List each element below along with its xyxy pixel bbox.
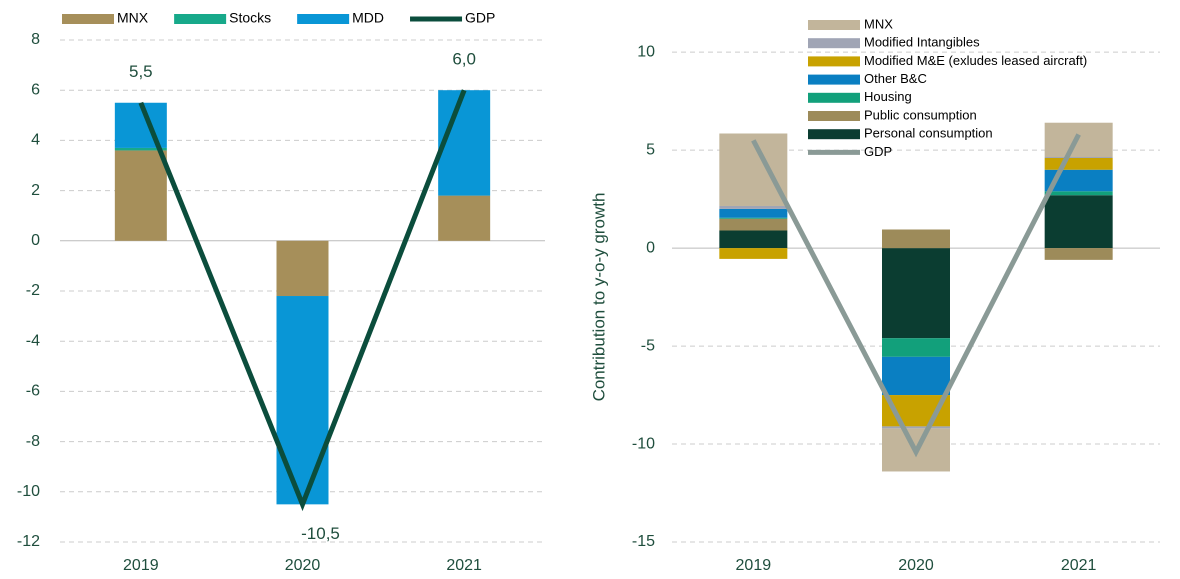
data-label: 5,5: [129, 62, 153, 81]
bar-segment: [719, 218, 788, 231]
x-tick-label: 2019: [123, 557, 159, 574]
bar-segment: [1044, 157, 1113, 158]
bar-segment: [114, 147, 167, 151]
bar-segment: [276, 240, 329, 297]
y-axis-label: Contribution to y-o-y growth: [589, 193, 608, 402]
legend-swatch: [174, 14, 227, 24]
y-tick-label: -10: [632, 435, 655, 452]
legend-swatch: [808, 92, 860, 103]
legend-label: Stocks: [229, 10, 271, 26]
bar-segment: [438, 195, 491, 241]
y-tick-label: -8: [26, 433, 40, 450]
y-tick-label: -15: [632, 533, 655, 550]
x-tick-label: 2020: [285, 557, 321, 574]
line-series: [138, 89, 467, 512]
bar-segment: [882, 229, 950, 249]
y-tick-label: 0: [646, 239, 655, 256]
legend-swatch: [808, 111, 860, 121]
legend-swatch: [808, 20, 860, 30]
y-tick-label: 6: [31, 81, 40, 98]
y-tick-label: -12: [17, 533, 40, 550]
bar-segment: [719, 208, 788, 218]
legend-swatch: [808, 129, 860, 140]
bar-segment: [438, 90, 491, 196]
data-label: -10,5: [301, 524, 340, 543]
legend-swatch: [62, 14, 114, 24]
legend-swatch: [808, 38, 860, 49]
y-tick-label: -2: [26, 282, 40, 299]
bar-segment: [882, 426, 950, 429]
legend-label: GDP: [465, 10, 495, 26]
y-tick-label: -5: [641, 337, 655, 354]
x-tick-label: 2021: [1061, 557, 1097, 574]
legend-label: Public consumption: [864, 107, 977, 122]
legend-label: Other B&C: [864, 71, 927, 86]
bar-segment: [719, 248, 788, 259]
bar-segment: [1044, 157, 1113, 170]
legend-label: Modified M&E (exludes leased aircraft): [864, 53, 1087, 68]
data-label: 6,0: [452, 50, 476, 69]
y-tick-label: 2: [31, 182, 40, 199]
y-tick-label: 0: [31, 232, 40, 249]
y-tick-label: -6: [26, 383, 40, 400]
bar-segment: [1044, 248, 1113, 260]
bar-segment: [882, 248, 950, 339]
y-tick-label: 5: [646, 141, 655, 158]
bar-segment: [1044, 195, 1113, 249]
bar-segment: [114, 150, 167, 241]
bar-segment: [1044, 169, 1113, 192]
bar-segment: [882, 338, 950, 357]
y-tick-label: 4: [31, 132, 40, 149]
y-tick-label: 10: [637, 43, 655, 60]
bar-segment: [1044, 191, 1113, 196]
bar-segment: [882, 356, 950, 396]
x-tick-label: 2020: [898, 557, 934, 574]
y-tick-label: -4: [26, 332, 40, 349]
bar-segment: [719, 217, 788, 219]
bar-segment: [719, 205, 788, 209]
legend-label: MNX: [864, 16, 893, 31]
bar-segment: [276, 296, 329, 505]
y-tick-label: -10: [17, 483, 40, 500]
legend-swatch: [297, 14, 350, 24]
legend-label: MNX: [117, 10, 149, 26]
legend-label: GDP: [864, 144, 892, 159]
legend-label: MDD: [352, 10, 384, 26]
legend-label: Modified Intangibles: [864, 35, 980, 50]
bar-segment: [114, 102, 167, 148]
legend-swatch: [808, 74, 860, 85]
legend-swatch: [808, 56, 860, 67]
line-series: [751, 133, 1081, 458]
x-tick-label: 2019: [736, 557, 772, 574]
y-tick-label: 8: [31, 31, 40, 48]
bar-segment: [719, 230, 788, 249]
legend-label: Housing: [864, 89, 912, 104]
legend-label: Personal consumption: [864, 126, 993, 141]
x-tick-label: 2021: [446, 557, 482, 574]
